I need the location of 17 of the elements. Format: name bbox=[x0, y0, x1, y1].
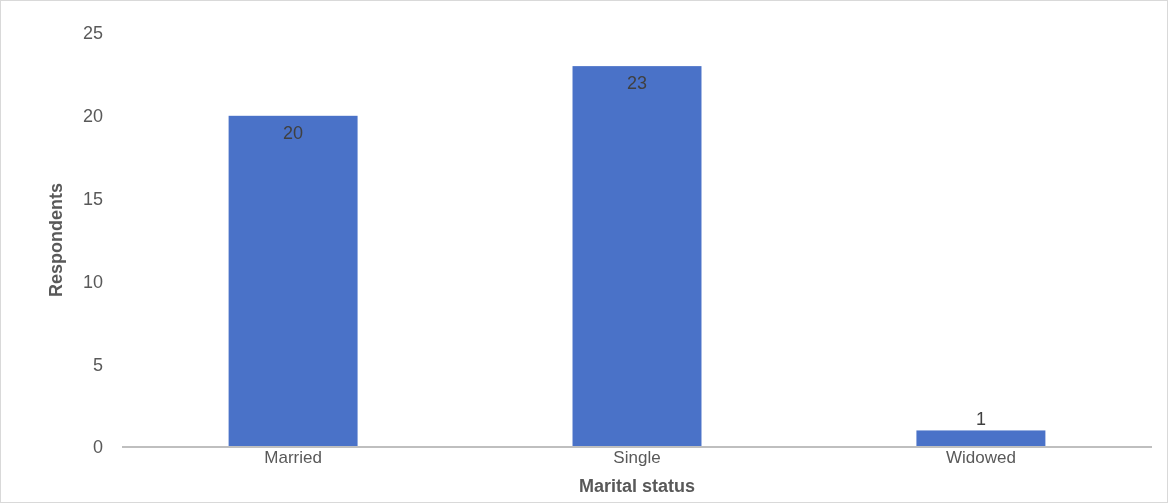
x-axis-title: Marital status bbox=[578, 476, 696, 496]
y-tick-label: 25 bbox=[82, 23, 103, 44]
bar bbox=[916, 430, 1046, 447]
y-tick-label: 20 bbox=[82, 106, 103, 127]
data-label: 20 bbox=[283, 122, 304, 143]
y-axis-title: Respondents bbox=[46, 182, 66, 298]
data-label: 23 bbox=[626, 73, 648, 94]
x-tick-label: Married bbox=[264, 448, 322, 467]
x-tick-label: Widowed bbox=[945, 448, 1016, 467]
bar bbox=[228, 115, 358, 447]
y-tick-label: 0 bbox=[92, 437, 103, 458]
bar bbox=[572, 66, 702, 447]
data-label: 1 bbox=[975, 409, 986, 430]
y-tick-label: 5 bbox=[92, 354, 103, 375]
y-tick-label: 10 bbox=[82, 271, 103, 292]
y-tick-label: 15 bbox=[82, 188, 103, 209]
x-tick-label: Single bbox=[613, 448, 661, 467]
